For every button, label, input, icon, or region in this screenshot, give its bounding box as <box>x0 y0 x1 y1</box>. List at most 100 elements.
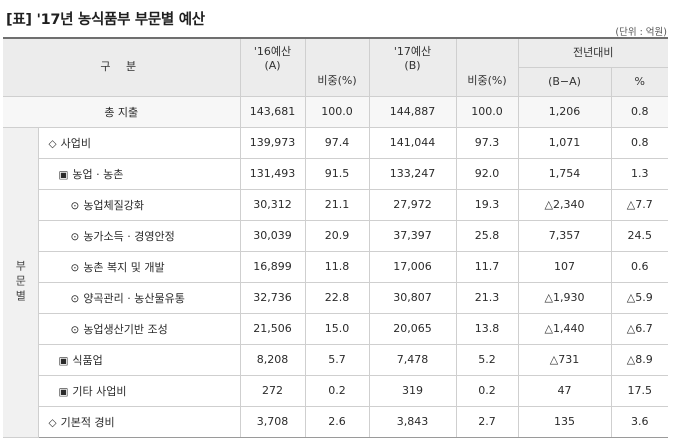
row-label-text: 농업생산기반 조성 <box>83 322 168 336</box>
cell-share-2017: 21.3 <box>455 281 519 314</box>
cell-pct: △8.9 <box>610 343 669 376</box>
cell-share-2017: 13.8 <box>455 312 519 345</box>
circle-dot-marker-icon: ⊙ <box>70 261 80 274</box>
row-label-text: 식품업 <box>72 353 103 367</box>
cell-share-2017: 11.7 <box>455 250 519 283</box>
row-label: ⊙ 농업체질강화 <box>38 188 241 221</box>
table-row: ▣ 기타 사업비 272 0.2 319 0.2 47 17.5 <box>3 374 669 407</box>
cell-share-2016: 0.2 <box>304 374 370 407</box>
row-label-text: 농가소득 · 경영안정 <box>83 229 175 243</box>
cell-diff: 107 <box>517 250 612 283</box>
cell-2016: 32,736 <box>239 281 306 314</box>
header-share-2017-spacer <box>455 37 519 67</box>
cell-diff: △1,440 <box>517 312 612 345</box>
cell-2016: 139,973 <box>239 126 306 159</box>
row-label-text: 농촌 복지 및 개발 <box>83 260 165 274</box>
cell-share-2016: 11.8 <box>304 250 370 283</box>
circle-dot-marker-icon: ⊙ <box>70 230 80 243</box>
cell-2017: 144,887 <box>368 95 457 128</box>
table-row: ⊙ 농가소득 · 경영안정 30,039 20.9 37,397 25.8 7,357 24.… <box>3 219 669 252</box>
cell-share-2017: 92.0 <box>455 157 519 190</box>
cell-2017: 141,044 <box>368 126 457 159</box>
row-label: ▣ 농업 · 농촌 <box>38 157 241 190</box>
square-marker-icon: ▣ <box>58 385 69 398</box>
header-2017-budget: '17예산 (B) <box>368 37 457 97</box>
cell-diff: 47 <box>517 374 612 407</box>
cell-share-2017: 2.7 <box>455 405 519 438</box>
table-row: ⊙ 농업체질강화 30,312 21.1 27,972 19.3 △2,340 △7.7 <box>3 188 669 221</box>
square-marker-icon: ▣ <box>58 354 69 367</box>
header-change: 전년대비 <box>517 37 669 68</box>
budget-table: 구 분 '16예산 (A) '17예산 (B) 전년대비 비중(%) 비중(%) (B−A)… <box>3 37 669 438</box>
table-row: ▣ 식품업 8,208 5.7 7,478 5.2 △731 △8.9 <box>3 343 669 376</box>
cell-share-2016: 5.7 <box>304 343 370 376</box>
cell-2016: 272 <box>239 374 306 407</box>
cell-share-2016: 91.5 <box>304 157 370 190</box>
cell-2016: 8,208 <box>239 343 306 376</box>
cell-2016: 3,708 <box>239 405 306 438</box>
row-label: ▣ 기타 사업비 <box>38 374 241 407</box>
header-share-2016-spacer <box>304 37 370 67</box>
header-share-2016: 비중(%) <box>305 67 370 97</box>
cell-diff: 7,357 <box>517 219 612 252</box>
cell-2016: 143,681 <box>239 95 306 128</box>
header-category: 구 분 <box>3 37 241 97</box>
table-row: 부문별 ◇ 사업비 139,973 97.4 141,044 97.3 1,071 0.8 <box>3 126 669 438</box>
cell-pct: 0.8 <box>610 95 669 128</box>
cell-share-2016: 20.9 <box>304 219 370 252</box>
cell-2016: 16,899 <box>239 250 306 283</box>
cell-2016: 30,312 <box>239 188 306 221</box>
circle-dot-marker-icon: ⊙ <box>70 199 80 212</box>
cell-pct: 24.5 <box>610 219 669 252</box>
cell-2016: 131,493 <box>239 157 306 190</box>
table-row: ⊙ 농촌 복지 및 개발 16,899 11.8 17,006 11.7 107 0.6 <box>3 250 669 283</box>
cell-2016: 21,506 <box>239 312 306 345</box>
cell-pct: △5.9 <box>610 281 669 314</box>
cell-share-2017: 97.3 <box>455 126 519 159</box>
circle-dot-marker-icon: ⊙ <box>70 292 80 305</box>
cell-2017: 30,807 <box>368 281 457 314</box>
row-label-text: 기본적 경비 <box>60 415 115 429</box>
cell-pct: △7.7 <box>610 188 669 221</box>
cell-pct: 17.5 <box>610 374 669 407</box>
circle-dot-marker-icon: ⊙ <box>70 323 80 336</box>
cell-share-2016: 21.1 <box>304 188 370 221</box>
cell-pct: 0.8 <box>610 126 669 159</box>
cell-2017: 20,065 <box>368 312 457 345</box>
cell-pct: △6.7 <box>610 312 669 345</box>
row-label-text: 기타 사업비 <box>72 384 127 398</box>
diamond-marker-icon: ◇ <box>48 137 57 150</box>
table-row: ◇ 기본적 경비 3,708 2.6 3,843 2.7 135 3.6 <box>3 405 669 438</box>
cell-diff: △2,340 <box>517 188 612 221</box>
table-row: ⊙ 농업생산기반 조성 21,506 15.0 20,065 13.8 △1,440 △6.7 <box>3 312 669 345</box>
row-label: ◇ 사업비 <box>37 126 241 159</box>
cell-diff: △1,930 <box>517 281 612 314</box>
cell-share-2017: 5.2 <box>455 343 519 376</box>
header-share-2017: 비중(%) <box>455 67 519 97</box>
cell-diff: 135 <box>517 405 612 438</box>
row-label: ▣ 식품업 <box>38 343 241 376</box>
cell-2017: 133,247 <box>368 157 457 190</box>
cell-share-2017: 100.0 <box>455 95 519 128</box>
unit-note: (단위 : 억원) <box>615 27 667 38</box>
row-label-text: 양곡관리 · 농산물유통 <box>83 291 185 305</box>
row-label: ⊙ 농가소득 · 경영안정 <box>38 219 241 252</box>
table-title: [표] '17년 농식품부 부문별 예산 <box>6 12 205 28</box>
cell-diff: 1,754 <box>517 157 612 190</box>
cell-share-2016: 2.6 <box>304 405 370 438</box>
cell-share-2017: 19.3 <box>455 188 519 221</box>
cell-share-2016: 97.4 <box>304 126 370 159</box>
header-diff: (B−A) <box>517 66 612 97</box>
row-label-text: 사업비 <box>60 136 91 150</box>
cell-pct: 0.6 <box>610 250 669 283</box>
diamond-marker-icon: ◇ <box>48 416 57 429</box>
header-2016-budget: '16예산 (A) <box>239 37 306 97</box>
row-label: ⊙ 농촌 복지 및 개발 <box>38 250 241 283</box>
header-pct: % <box>610 66 669 97</box>
cell-diff: 1,071 <box>517 126 612 159</box>
cell-share-2016: 15.0 <box>304 312 370 345</box>
cell-2017: 3,843 <box>368 405 457 438</box>
cell-2017: 27,972 <box>368 188 457 221</box>
row-label: ⊙ 양곡관리 · 농산물유통 <box>38 281 241 314</box>
cell-2017: 7,478 <box>368 343 457 376</box>
